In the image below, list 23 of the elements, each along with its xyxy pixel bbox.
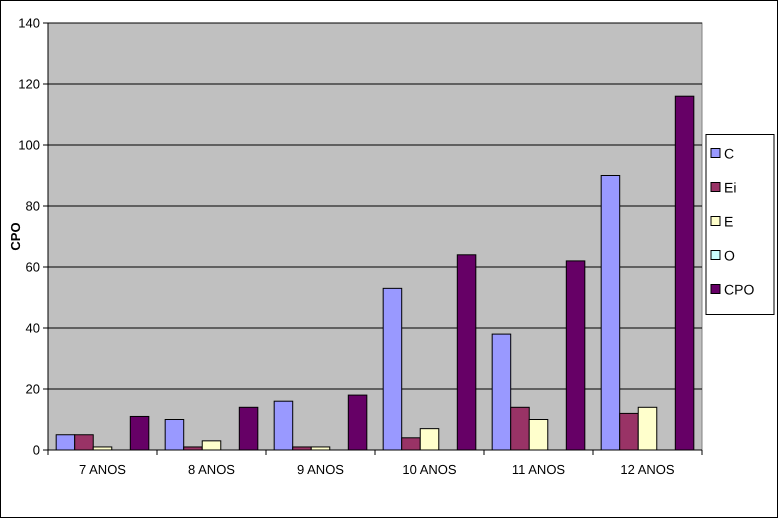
x-tick-label: 7 ANOS xyxy=(79,462,126,477)
y-tick-label: 120 xyxy=(18,76,40,92)
y-tick-label: 140 xyxy=(18,16,40,31)
x-tick-label: 8 ANOS xyxy=(188,462,236,477)
legend-label: C xyxy=(724,145,734,162)
bar xyxy=(238,406,258,450)
y-axis-title: CPO xyxy=(8,222,23,251)
legend-label: Ei xyxy=(724,179,736,196)
x-tick-label: 11 ANOS xyxy=(512,462,566,477)
legend-label: E xyxy=(724,213,734,230)
y-tick-label: 60 xyxy=(26,260,40,275)
x-tick-label: 10 ANOS xyxy=(402,462,457,477)
legend-label: O xyxy=(724,247,735,264)
y-tick-label: 40 xyxy=(26,320,40,336)
x-tick-label: 12 ANOS xyxy=(620,462,675,477)
y-tick-label: 100 xyxy=(18,138,40,153)
y-tick-label: 20 xyxy=(26,382,40,397)
x-tick-label: 9 ANOS xyxy=(297,462,344,477)
y-tick-label: 0 xyxy=(32,442,40,458)
y-tick-label: 80 xyxy=(26,198,40,214)
legend-label: CPO xyxy=(724,281,754,298)
bar xyxy=(348,394,368,450)
bar xyxy=(130,416,150,450)
